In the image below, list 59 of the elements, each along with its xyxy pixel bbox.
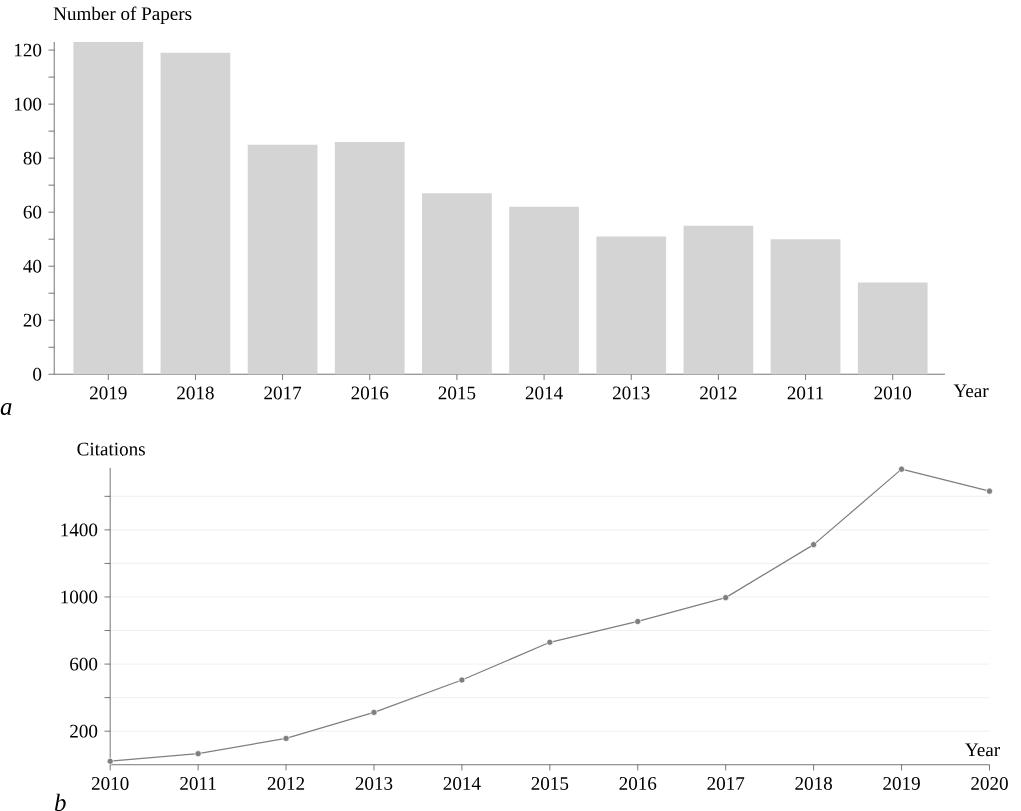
x-tick-label: 2018: [795, 777, 832, 790]
bar: [334, 141, 405, 375]
x-tick-label: 2012: [700, 386, 737, 400]
x-tick-label: 2016: [619, 777, 657, 790]
bar: [160, 52, 231, 375]
x-tick-label: 2015: [438, 386, 476, 400]
point: [282, 734, 290, 742]
y-tick-label: 120: [14, 43, 42, 57]
point: [810, 541, 818, 549]
bar: [770, 239, 841, 375]
x-tick-label: 2019: [90, 386, 127, 400]
y-tick-label: 40: [23, 259, 42, 273]
x-axis-title: Year: [953, 384, 989, 398]
bar: [596, 236, 667, 375]
x-tick-label: 2014: [525, 386, 563, 400]
point: [106, 757, 114, 765]
bar: [247, 144, 318, 375]
y-tick-label: 600: [70, 657, 98, 671]
point: [634, 618, 642, 625]
x-tick-label: 2017: [707, 777, 745, 790]
point: [722, 594, 730, 602]
y-tick-label: 100: [14, 97, 42, 111]
y-tick-label: 1000: [61, 590, 98, 604]
y-axis-title: Number of Papers: [53, 6, 192, 24]
x-tick-label: 2014: [443, 777, 481, 790]
bar: [422, 193, 492, 375]
y-axis-title: Citations: [77, 442, 145, 456]
point: [546, 638, 554, 646]
y-tick-label: 80: [23, 151, 42, 165]
x-tick-label: 2010: [874, 386, 912, 400]
x-axis-title: Year: [965, 743, 1000, 757]
x-tick-label: 2012: [267, 777, 305, 790]
text: b: [54, 793, 66, 811]
x-tick-label: 2011: [787, 386, 824, 400]
point: [458, 676, 466, 684]
y-tick-label: 60: [23, 205, 42, 219]
x-tick-label: 2016: [351, 386, 389, 400]
bar: [73, 41, 144, 375]
x-tick-label: 2013: [355, 777, 393, 790]
y-tick-label: 200: [70, 724, 98, 738]
x-tick-label: 2015: [531, 777, 569, 790]
x-tick-label: 2010: [91, 777, 129, 790]
point: [898, 465, 905, 473]
y-tick-label: 20: [23, 313, 42, 327]
text: a: [0, 403, 12, 415]
bar: [857, 282, 928, 375]
x-tick-label: 2019: [883, 777, 920, 790]
bar: [683, 225, 754, 375]
x-tick-label: 2018: [177, 386, 214, 400]
point: [986, 487, 993, 495]
x-tick-label: 2013: [612, 386, 650, 400]
bar: [509, 206, 579, 375]
y-tick-label: 1400: [61, 523, 98, 537]
x-tick-label: 2017: [264, 386, 302, 400]
point: [370, 708, 378, 716]
x-tick-label: 2020: [971, 777, 1008, 790]
y-tick-label: 0: [33, 367, 42, 381]
point: [194, 750, 202, 758]
x-tick-label: 2011: [180, 777, 216, 790]
